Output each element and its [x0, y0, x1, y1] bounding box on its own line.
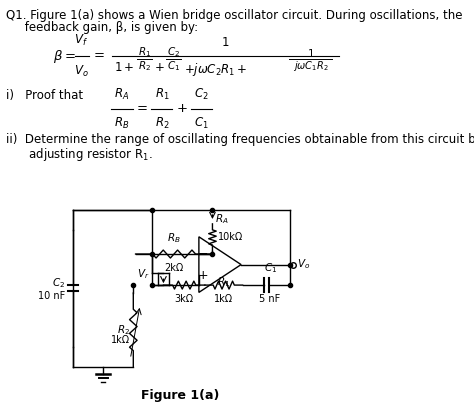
Text: ii)  Determine the range of oscillating frequencies obtainable from this circuit: ii) Determine the range of oscillating f…	[6, 133, 474, 146]
Text: $R_2$: $R_2$	[155, 116, 169, 131]
Text: adjusting resistor R$_1$.: adjusting resistor R$_1$.	[6, 146, 153, 164]
Text: $C_2$: $C_2$	[194, 87, 209, 102]
Text: $R_1$: $R_1$	[138, 45, 151, 59]
Text: 1kΩ: 1kΩ	[214, 294, 233, 304]
Text: +: +	[177, 102, 188, 115]
Text: $R_2$: $R_2$	[138, 59, 151, 73]
Text: $R_A$: $R_A$	[216, 212, 229, 226]
Text: $R_1$: $R_1$	[217, 275, 230, 289]
Text: $V_o$: $V_o$	[297, 258, 310, 272]
Text: $C_1$: $C_1$	[264, 261, 277, 275]
Text: 1kΩ: 1kΩ	[111, 335, 130, 345]
Text: $C_1$: $C_1$	[167, 59, 180, 73]
Text: i)   Proof that: i) Proof that	[6, 89, 83, 102]
Text: $\beta =$: $\beta =$	[53, 47, 75, 65]
Text: 10kΩ: 10kΩ	[218, 232, 243, 243]
Text: 5 nF: 5 nF	[259, 294, 281, 304]
Text: $V_r$: $V_r$	[137, 267, 149, 281]
Text: $V_f$: $V_f$	[74, 33, 88, 48]
Text: $1$: $1$	[307, 47, 314, 59]
Text: 1: 1	[222, 36, 229, 49]
Text: −: −	[198, 247, 209, 261]
Text: $C_1$: $C_1$	[194, 116, 209, 131]
Text: $V_o$: $V_o$	[74, 64, 89, 79]
Text: $R_B$: $R_B$	[114, 116, 130, 131]
Text: =: =	[137, 102, 148, 115]
Text: $C_2$: $C_2$	[167, 45, 180, 59]
Text: Figure 1(a): Figure 1(a)	[141, 389, 219, 402]
Text: $C_2$: $C_2$	[52, 276, 65, 290]
Text: =: =	[94, 49, 105, 63]
Text: $R_B$: $R_B$	[167, 231, 181, 245]
Text: feedback gain, β, is given by:: feedback gain, β, is given by:	[6, 21, 198, 34]
Text: $1+$: $1+$	[114, 61, 135, 74]
Text: $R_2$: $R_2$	[117, 323, 130, 337]
Text: $+ j\omega C_2 R_1 +$: $+ j\omega C_2 R_1 +$	[184, 61, 247, 78]
Text: 3kΩ: 3kΩ	[174, 294, 194, 304]
Text: 10 nF: 10 nF	[38, 291, 65, 301]
Text: +: +	[198, 269, 209, 282]
Text: Q1. Figure 1(a) shows a Wien bridge oscillator circuit. During oscillations, the: Q1. Figure 1(a) shows a Wien bridge osci…	[6, 9, 463, 22]
Text: $R_1$: $R_1$	[155, 87, 169, 102]
Text: 2kΩ: 2kΩ	[164, 263, 183, 273]
Text: +: +	[155, 61, 165, 74]
Text: $R_A$: $R_A$	[114, 87, 129, 102]
Text: $j\omega C_1 R_2$: $j\omega C_1 R_2$	[292, 59, 328, 73]
